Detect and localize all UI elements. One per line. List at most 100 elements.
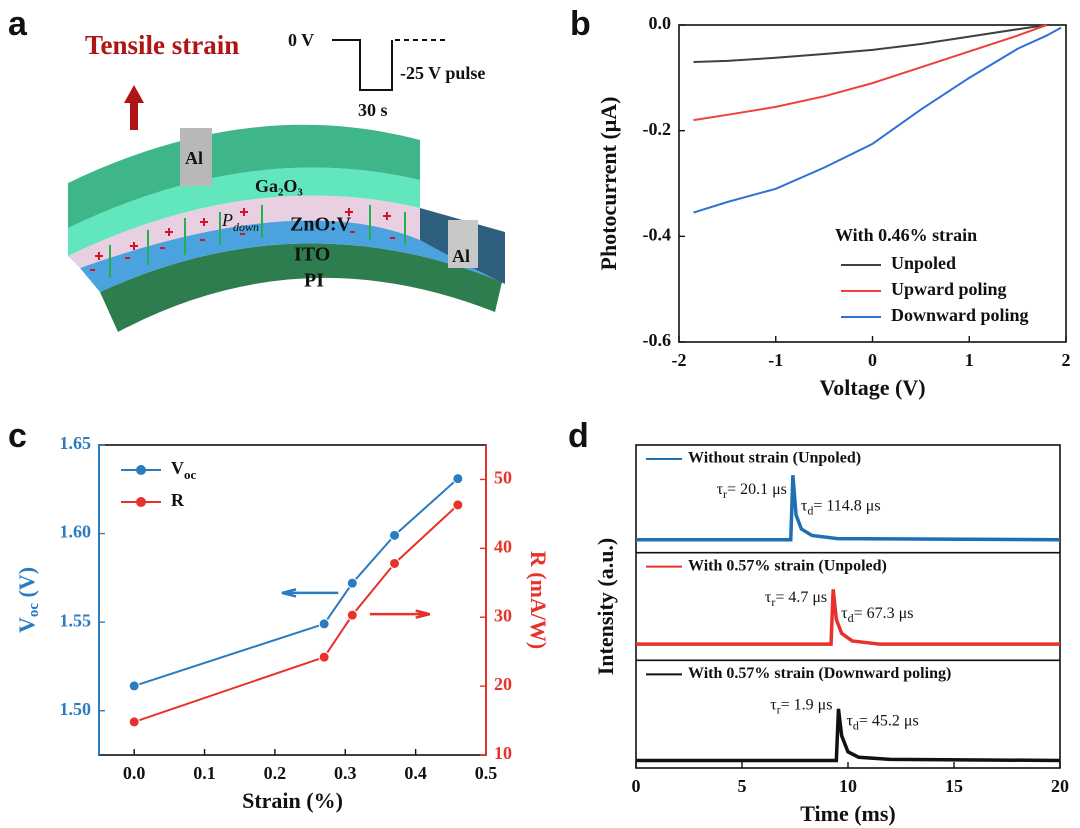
x-axis-label: Voltage (V) — [819, 375, 925, 400]
text-part: = 20.1 μs — [727, 481, 787, 498]
x-tick-label: 0.4 — [404, 763, 427, 783]
x-tick-label: 2 — [1062, 350, 1071, 370]
subscript: r — [771, 595, 775, 609]
marker — [318, 651, 330, 663]
text-part: R — [171, 490, 185, 510]
text-part: = 4.7 μs — [775, 589, 827, 606]
strain-arrow — [124, 85, 144, 130]
y-axis-label: Intensity (a.u.) — [593, 538, 618, 676]
text-part: Downward poling — [891, 305, 1029, 325]
x-tick-label: 0.1 — [193, 763, 216, 783]
y-tick-label: -0.4 — [643, 224, 672, 244]
diagram: Tensile strain 0 V -25 V pulse 30 s Al A… — [68, 30, 505, 332]
x-tick-label: 15 — [945, 776, 963, 796]
y-tick-label: 1.65 — [60, 433, 92, 453]
layer-label: Ga₂O₃ — [255, 176, 303, 196]
text-part: = 114.8 μs — [813, 497, 880, 514]
text-part: (V) — [14, 567, 39, 603]
x-tick-label: 1 — [965, 350, 974, 370]
polarization-arrows — [109, 205, 406, 278]
x-tick-label: 0 — [868, 350, 877, 370]
x-tick-label: 0.0 — [123, 763, 146, 783]
text-part: Upward poling — [891, 279, 1007, 299]
y-tick-label: 10 — [494, 743, 512, 763]
zno-layer — [68, 195, 420, 268]
pi-layer — [100, 243, 502, 332]
panel-label: b — [570, 5, 591, 43]
marker — [318, 618, 330, 630]
pulse-label: -25 V pulse — [400, 63, 485, 83]
annotation: τr= 1.9 μs — [770, 696, 832, 716]
marker — [452, 499, 464, 511]
polarization-label: Pdown — [221, 210, 259, 234]
legend-label: Without strain (Unpoled) — [688, 450, 861, 467]
marker — [452, 473, 464, 485]
diagram-title: Tensile strain — [85, 30, 239, 60]
subscript: d — [807, 503, 813, 517]
text-part: τ — [801, 497, 808, 514]
series-line — [636, 708, 1061, 763]
legend-label: R — [171, 490, 185, 510]
marker — [128, 716, 140, 728]
legend-label: Downward poling — [891, 305, 1029, 325]
electrode-label: Al — [452, 246, 470, 266]
text-part: τ — [846, 712, 853, 729]
text-part: V — [14, 617, 39, 633]
y-tick-label: 1.50 — [60, 699, 92, 719]
y-tick-label: 0.0 — [649, 13, 672, 33]
plot-frame — [98, 444, 487, 756]
layer-label: ITO — [294, 244, 330, 266]
p-sub: down — [233, 220, 259, 234]
subscript: d — [848, 611, 854, 625]
x-tick-label: 20 — [1051, 776, 1069, 796]
text-part: Unpoled — [891, 253, 956, 273]
legend-label: With 0.57% strain (Unpoled) — [688, 557, 887, 574]
x-tick-label: -2 — [672, 350, 687, 370]
y-tick-label: 20 — [494, 674, 512, 694]
text-part: τ — [765, 589, 772, 606]
marker — [346, 609, 358, 621]
y-tick-label: 1.60 — [60, 522, 92, 542]
al-electrode — [448, 220, 478, 268]
panel-label: d — [568, 417, 589, 455]
marker — [346, 577, 358, 589]
axis-arrow — [369, 609, 431, 619]
panel-label: a — [8, 5, 28, 43]
series-line — [636, 589, 1060, 646]
x-tick-label: 0.3 — [334, 763, 357, 783]
layer-label: PI — [304, 270, 324, 292]
x-tick-label: 10 — [839, 776, 857, 796]
subscript: d — [853, 718, 859, 732]
x-tick-label: 0.5 — [475, 763, 498, 783]
marker — [389, 557, 401, 569]
x-tick-label: -1 — [768, 350, 783, 370]
text-part: τ — [717, 481, 724, 498]
al-electrode — [180, 128, 212, 186]
legend-label: Unpoled — [891, 253, 956, 273]
x-axis-label: Strain (%) — [242, 788, 343, 813]
subscript: oc — [184, 467, 197, 482]
legend-marker — [136, 465, 146, 475]
y-tick-label: 40 — [494, 536, 512, 556]
annotation: τd= 67.3 μs — [841, 605, 913, 625]
y-tick-label: 30 — [494, 605, 512, 625]
pulse-label: 30 s — [358, 100, 388, 120]
subscript: r — [777, 702, 781, 716]
x-tick-label: 5 — [738, 776, 747, 796]
subscript: oc — [26, 603, 42, 618]
text-part: τ — [841, 605, 848, 622]
legend-label: With 0.57% strain (Downward poling) — [688, 665, 951, 682]
layer-label: ZnO:V — [290, 214, 352, 236]
x-axis-label: Time (ms) — [800, 801, 896, 826]
legend-marker — [136, 497, 146, 507]
pulse-label: 0 V — [288, 30, 314, 50]
legend-label: Upward poling — [891, 279, 1007, 299]
y-tick-label: 1.55 — [60, 610, 92, 630]
panel-label: c — [8, 417, 27, 455]
ga2o3-layer — [68, 167, 420, 256]
legend-title: With 0.46% strain — [835, 225, 977, 245]
text-part: τ — [770, 696, 777, 713]
legend-label: Voc — [171, 458, 197, 482]
y-tick-label: -0.2 — [643, 119, 672, 139]
text-part: V — [171, 458, 184, 478]
